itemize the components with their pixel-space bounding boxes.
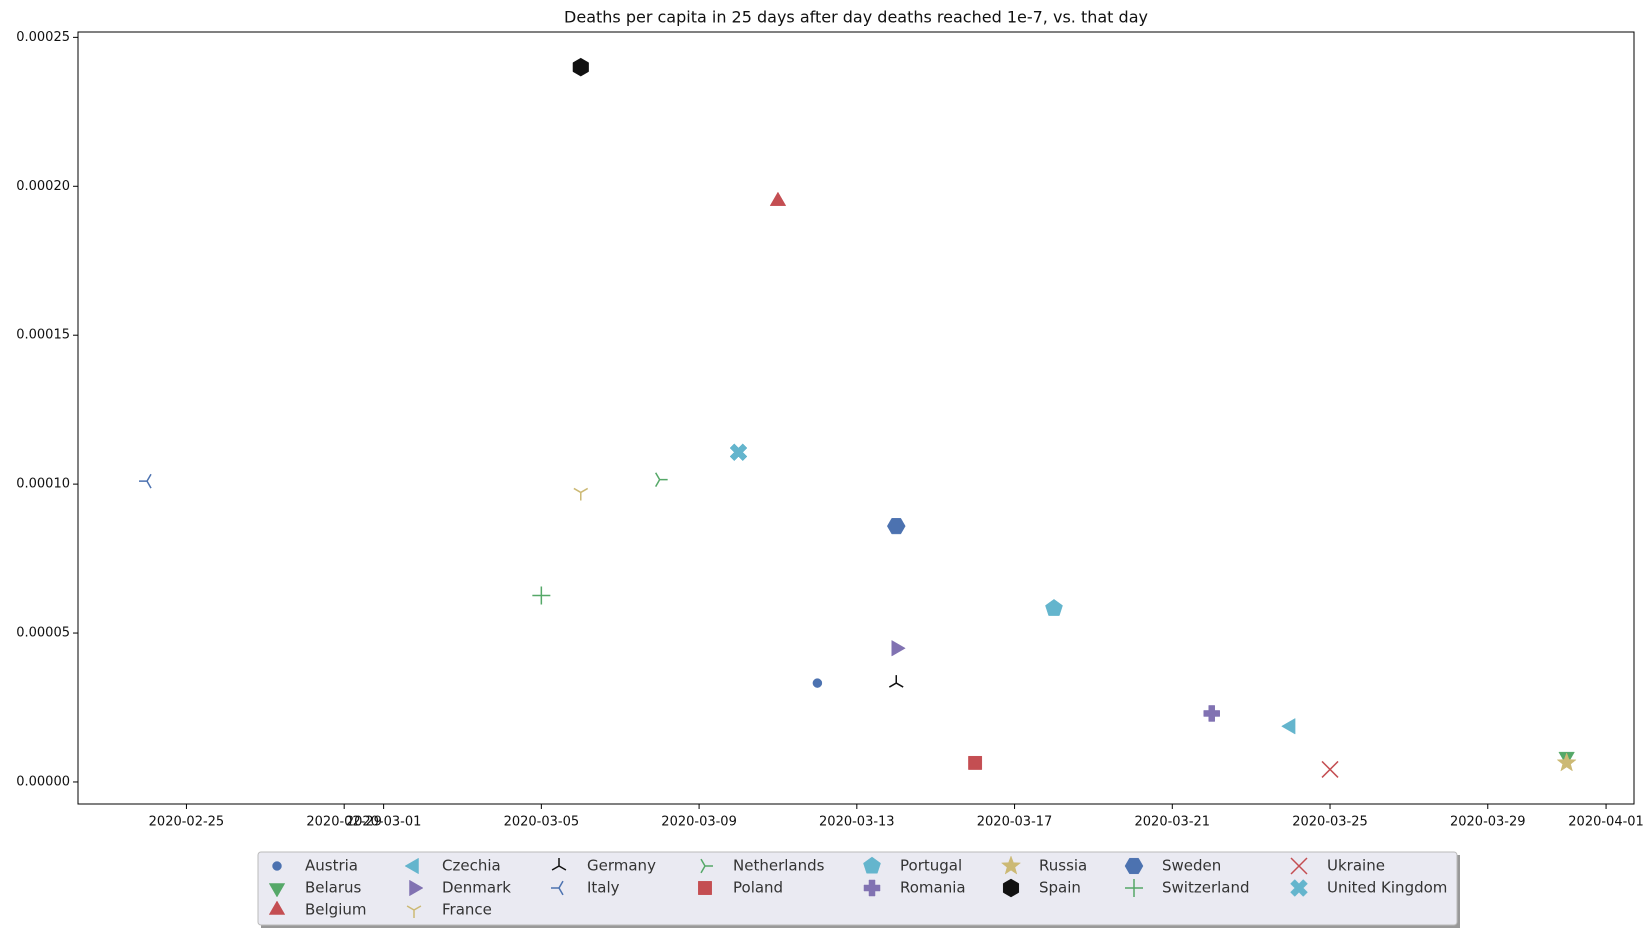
point <box>1045 599 1063 616</box>
legend-label: Belgium <box>305 901 367 919</box>
legend-marker <box>863 856 881 874</box>
legend-label: Portugal <box>900 857 962 875</box>
legend-marker <box>863 879 881 897</box>
legend-label: Germany <box>587 857 656 875</box>
legend-label: United Kingdom <box>1327 879 1447 897</box>
legend-marker <box>272 861 282 871</box>
point <box>532 586 551 605</box>
point <box>1321 760 1339 778</box>
x-tick-label: 2020-02-25 <box>149 815 225 830</box>
point <box>572 57 589 77</box>
point <box>139 473 152 489</box>
legend-box <box>257 851 1458 926</box>
y-tick-label: 0.00025 <box>16 30 70 45</box>
legend-marker <box>1125 879 1143 897</box>
y-tick-label: 0.00015 <box>16 328 70 343</box>
legend-label: Spain <box>1039 879 1081 897</box>
legend-marker <box>551 880 564 896</box>
plot-frame <box>77 31 1635 805</box>
legend-label: Romania <box>900 879 966 897</box>
legend-marker <box>268 883 286 898</box>
legend-marker <box>404 857 419 875</box>
point <box>968 755 983 770</box>
legend-label: Russia <box>1039 857 1087 875</box>
point <box>573 487 589 501</box>
y-tick-label: 0.00000 <box>16 774 70 789</box>
point <box>1281 718 1296 735</box>
legend-label: Belarus <box>305 879 362 897</box>
point <box>769 191 787 206</box>
legend-label: Czechia <box>442 857 501 875</box>
point <box>1556 752 1577 772</box>
point <box>655 472 668 487</box>
legend-marker <box>406 905 422 918</box>
legend-label: Austria <box>305 857 358 875</box>
legend-marker <box>409 879 424 897</box>
point <box>1203 705 1220 722</box>
legend-marker <box>698 881 712 895</box>
legend-label: France <box>442 901 492 919</box>
x-tick-label: 2020-03-17 <box>977 815 1053 830</box>
point <box>888 675 904 688</box>
legend-marker <box>1000 855 1022 875</box>
point <box>886 518 906 535</box>
x-tick-label: 2020-02-29 <box>306 815 382 830</box>
x-tick-label: 2020-04-01 <box>1568 815 1644 830</box>
legend-label: Switzerland <box>1162 879 1250 897</box>
y-tick-label: 0.00005 <box>16 626 70 641</box>
legend-marker <box>268 900 286 915</box>
legend-marker <box>551 858 567 871</box>
legend-label: Sweden <box>1162 857 1221 875</box>
y-tick-label: 0.00010 <box>16 477 70 492</box>
x-tick-label: 2020-03-13 <box>819 815 895 830</box>
legend-marker <box>700 858 713 874</box>
chart-title: Deaths per capita in 25 days after day d… <box>564 8 1148 27</box>
legend-marker <box>1124 857 1144 875</box>
x-tick-label: 2020-03-25 <box>1292 815 1368 830</box>
point <box>729 443 748 462</box>
x-tick-label: 2020-03-09 <box>661 815 737 830</box>
legend-marker <box>1002 878 1020 898</box>
legend-marker <box>1290 857 1308 875</box>
point <box>891 640 906 657</box>
legend-label: Denmark <box>442 879 511 897</box>
legend-label: Netherlands <box>733 857 825 875</box>
legend-marker <box>1290 879 1308 897</box>
legend-label: Italy <box>587 879 620 897</box>
y-tick-label: 0.00020 <box>16 179 70 194</box>
legend-label: Poland <box>733 879 783 897</box>
legend-label: Ukraine <box>1327 857 1385 875</box>
x-tick-label: 2020-03-29 <box>1450 815 1526 830</box>
point <box>812 678 823 688</box>
x-tick-label: 2020-03-21 <box>1135 815 1211 830</box>
x-tick-label: 2020-03-01 <box>346 815 422 830</box>
x-tick-label: 2020-03-05 <box>504 815 580 830</box>
